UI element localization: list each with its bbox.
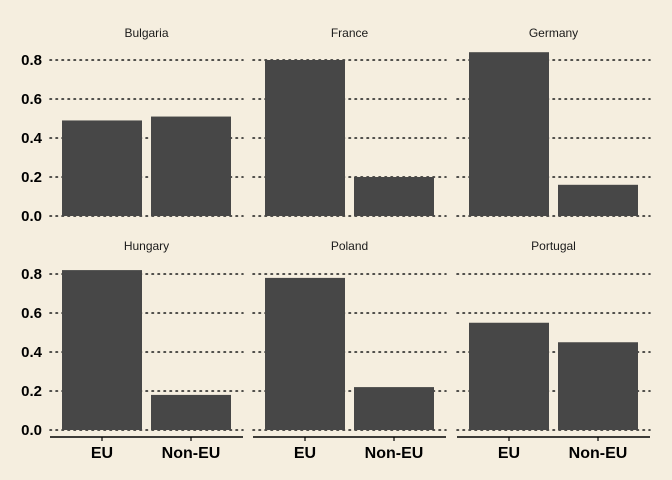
- x-tick-label-col3-eu: EU: [498, 445, 520, 462]
- bar-portugal-non-eu: [558, 342, 638, 430]
- y-tick-label-row1-1: 0.2: [21, 169, 42, 186]
- x-tick-label-col3-non-eu: Non-EU: [569, 445, 628, 462]
- y-tick-label-row1-0: 0.0: [21, 208, 42, 225]
- bar-poland-non-eu: [354, 387, 434, 430]
- y-tick-label-row2-1: 0.2: [21, 383, 42, 400]
- bar-poland-eu: [265, 277, 345, 430]
- x-tick-label-col2-non-eu: Non-EU: [365, 445, 424, 462]
- y-tick-label-row2-4: 0.8: [21, 266, 42, 283]
- panel-title-portugal: Portugal: [531, 239, 576, 253]
- y-tick-label-row1-3: 0.6: [21, 91, 42, 108]
- y-tick-label-row2-2: 0.4: [21, 344, 43, 361]
- panel-title-hungary: Hungary: [124, 239, 169, 253]
- bar-hungary-eu: [62, 270, 142, 430]
- panel-title-germany: Germany: [529, 26, 578, 40]
- bar-france-eu: [265, 60, 345, 216]
- bar-bulgaria-non-eu: [151, 116, 231, 216]
- panel-title-bulgaria: Bulgaria: [124, 26, 168, 40]
- x-tick-label-col1-non-eu: Non-EU: [162, 445, 221, 462]
- bar-hungary-non-eu: [151, 394, 231, 430]
- panel-title-poland: Poland: [331, 239, 368, 253]
- panel-title-france: France: [331, 26, 369, 40]
- bar-germany-non-eu: [558, 184, 638, 216]
- bar-france-non-eu: [354, 177, 434, 216]
- x-tick-label-col1-eu: EU: [91, 445, 113, 462]
- y-tick-label-row2-3: 0.6: [21, 305, 42, 322]
- bar-bulgaria-eu: [62, 120, 142, 216]
- y-tick-label-row1-2: 0.4: [21, 130, 43, 147]
- bar-germany-eu: [469, 52, 549, 217]
- y-tick-label-row1-4: 0.8: [21, 52, 42, 69]
- x-tick-label-col2-eu: EU: [294, 445, 316, 462]
- y-tick-label-row2-0: 0.0: [21, 422, 42, 439]
- bar-portugal-eu: [469, 322, 549, 430]
